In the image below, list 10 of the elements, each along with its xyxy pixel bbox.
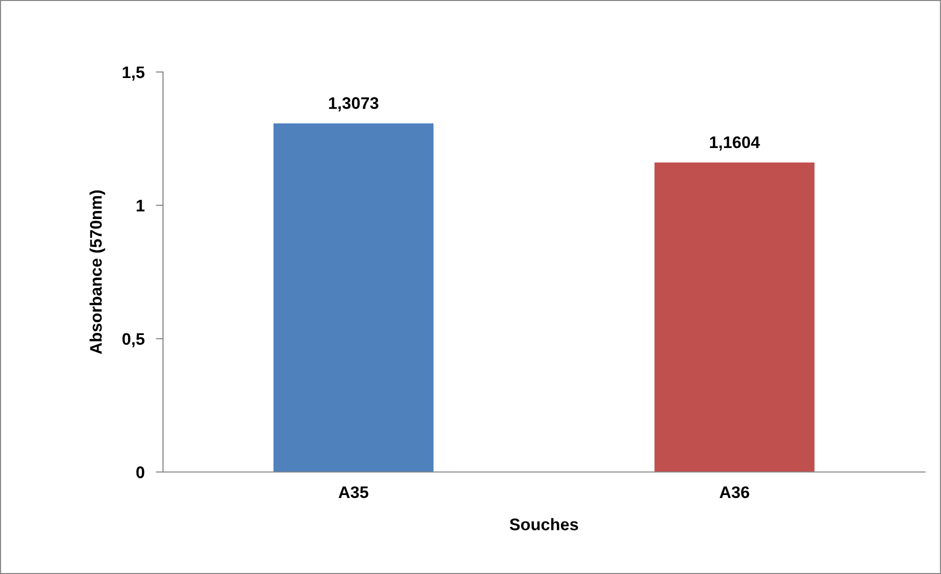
x-tick-label: A36 — [720, 486, 750, 498]
y-tick-label: 1 — [136, 200, 144, 212]
x-axis-title: Souches — [510, 518, 578, 530]
y-tick-label: 1,5 — [122, 66, 144, 81]
y-tick-label: 0 — [136, 466, 144, 478]
data-label: 1,3073 — [329, 97, 378, 112]
y-tick-label: 0,5 — [122, 333, 144, 348]
y-axis-title: Absorbance (570nm) — [90, 190, 106, 354]
x-tick-label: A35 — [338, 486, 368, 498]
data-label: 1,1604 — [710, 136, 760, 151]
